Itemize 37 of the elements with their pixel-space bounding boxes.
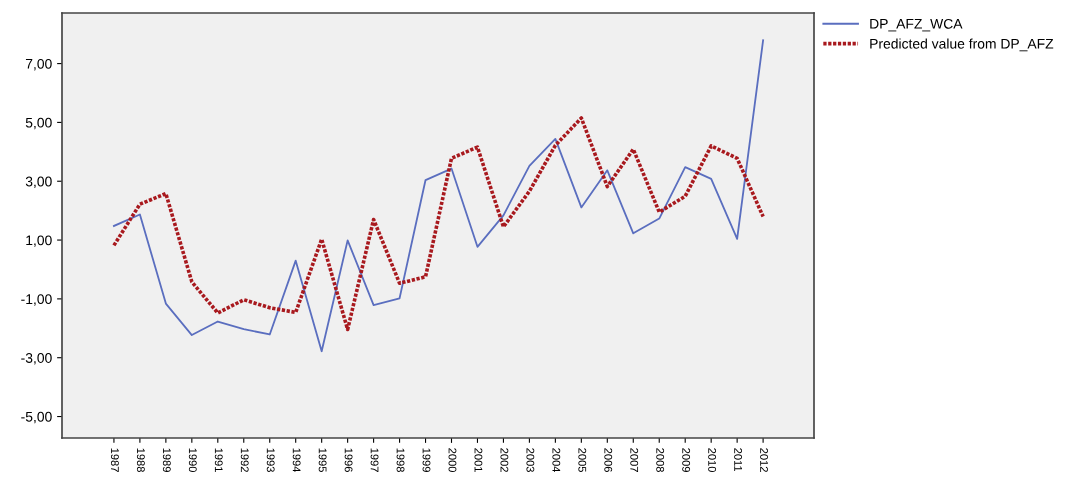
x-tick-label: 1994 (292, 448, 301, 473)
legend-label: DP_AFZ_WCA (870, 18, 963, 32)
x-tick-label: 1988 (136, 448, 145, 472)
x-tick-label: 2010 (708, 448, 717, 473)
x-tick-label: 2007 (630, 448, 639, 472)
x-tick-label: 1997 (370, 448, 379, 472)
x-tick-label: 1989 (162, 448, 171, 472)
x-tick-label: 1996 (344, 448, 353, 472)
x-tick-label: 2001 (474, 448, 483, 472)
y-tick-label: 7,00 (25, 58, 52, 71)
x-tick-label: 1999 (422, 448, 431, 472)
y-tick-label: 3,00 (25, 176, 52, 189)
x-tick-label: 1992 (240, 448, 249, 472)
x-tick-label: 2008 (656, 448, 665, 472)
legend-label: Predicted value from DP_AFZ (870, 38, 1054, 52)
x-tick-label: 2004 (552, 448, 561, 473)
x-tick-label: 1995 (318, 448, 327, 472)
x-tick-label: 2005 (578, 448, 587, 472)
y-tick-label: -3,00 (21, 353, 52, 365)
y-tick-label: 5,00 (25, 117, 52, 130)
x-tick-label: 1993 (266, 448, 275, 472)
x-tick-label: 1987 (110, 448, 119, 472)
x-tick-label: 1990 (188, 448, 197, 473)
x-tick-label: 2006 (604, 448, 613, 472)
x-tick-label: 1991 (214, 448, 223, 472)
y-tick-label: -1,00 (21, 294, 52, 306)
y-tick-label: -5,00 (21, 411, 52, 424)
y-tick-label: 1,00 (26, 235, 52, 247)
x-tick-label: 2012 (760, 448, 768, 472)
x-tick-label: 2009 (682, 448, 691, 472)
x-tick-label: 2003 (526, 448, 535, 472)
line-series (113, 39, 765, 353)
line-series (112, 116, 765, 332)
x-tick-label: 2011 (734, 448, 743, 472)
x-tick-label: 1998 (396, 448, 405, 472)
x-tick-label: 2000 (448, 448, 457, 473)
x-tick-label: 2002 (500, 448, 509, 472)
